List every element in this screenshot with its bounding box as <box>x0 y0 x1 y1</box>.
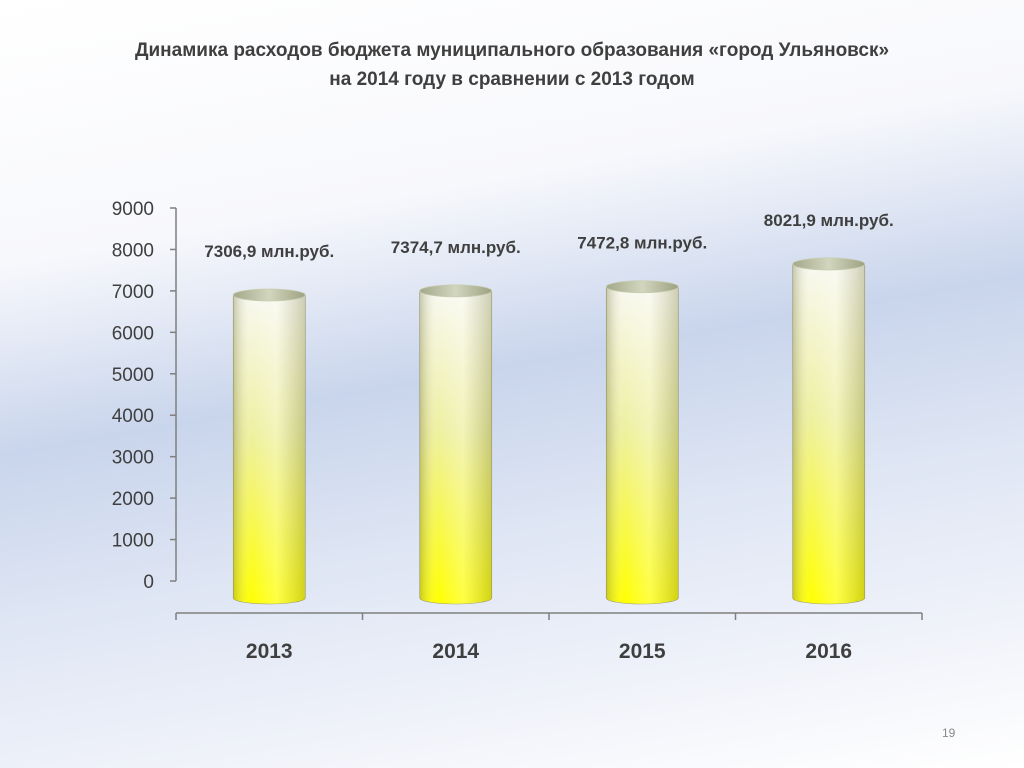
bar-top-cap <box>605 280 679 294</box>
bar-data-label: 7374,7 млн.руб. <box>391 238 521 257</box>
bar <box>792 257 866 605</box>
x-category-label: 2016 <box>805 640 852 663</box>
y-tick-label: 5000 <box>112 365 154 386</box>
bar-data-label: 8021,9 млн.руб. <box>764 211 894 230</box>
bar-top-cap <box>232 288 306 302</box>
x-category-label: 2014 <box>432 640 479 663</box>
bar-shading <box>419 290 492 604</box>
bar-data-label: 7472,8 млн.руб. <box>577 234 707 253</box>
x-category-label: 2013 <box>246 640 293 663</box>
bar <box>232 288 306 605</box>
bar-top-cap <box>792 257 866 271</box>
bar-shading <box>233 295 306 604</box>
bar-data-label: 7306,9 млн.руб. <box>204 242 334 261</box>
bar <box>605 280 679 605</box>
bar-top-cap <box>419 284 493 298</box>
y-tick-label: 3000 <box>112 448 154 469</box>
title-line-2: на 2014 году в сравнении с 2013 годом <box>329 69 695 90</box>
y-tick-label: 6000 <box>112 323 154 344</box>
y-tick-label: 2000 <box>112 489 154 510</box>
title-line-1: Динамика расходов бюджета муниципального… <box>134 40 890 61</box>
slide-title: Динамика расходов бюджета муниципального… <box>40 36 984 94</box>
y-tick-label: 9000 <box>112 199 154 220</box>
bar-shading <box>606 286 679 604</box>
bar <box>419 284 493 605</box>
y-tick-label: 0 <box>143 572 154 593</box>
y-tick-label: 4000 <box>112 406 154 427</box>
x-category-label: 2015 <box>619 640 666 663</box>
bar-shading <box>792 263 865 604</box>
page-number: 19 <box>942 726 956 740</box>
y-tick-label: 1000 <box>112 531 154 552</box>
y-tick-label: 8000 <box>112 240 154 261</box>
y-tick-label: 7000 <box>112 282 154 303</box>
